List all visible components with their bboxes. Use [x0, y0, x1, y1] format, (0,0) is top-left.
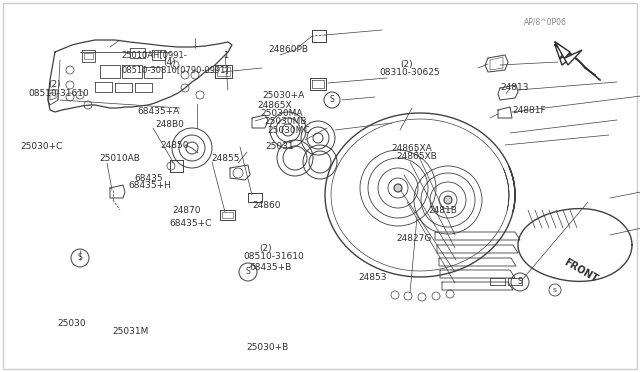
Text: 25030+A: 25030+A [262, 92, 305, 100]
Text: 24860: 24860 [253, 201, 282, 210]
Text: (2): (2) [259, 244, 272, 253]
Text: 24860PB: 24860PB [269, 45, 309, 54]
Text: (4): (4) [163, 58, 176, 67]
Text: 25031: 25031 [266, 142, 294, 151]
Text: (2): (2) [48, 80, 61, 89]
Text: 24813: 24813 [500, 83, 529, 92]
Text: S: S [553, 288, 557, 292]
Circle shape [394, 184, 402, 192]
Polygon shape [555, 42, 582, 65]
Text: S: S [246, 267, 250, 276]
Text: 1: 1 [223, 51, 228, 60]
Text: 08510-30810[0790-0991]: 08510-30810[0790-0991] [122, 65, 229, 74]
Text: 24850: 24850 [160, 141, 189, 150]
Text: 68435+B: 68435+B [250, 263, 292, 272]
Text: 24865XB: 24865XB [397, 152, 438, 161]
Text: 25031M: 25031M [112, 327, 148, 336]
Text: 25030+C: 25030+C [20, 142, 63, 151]
Circle shape [444, 196, 452, 204]
Text: 24865XA: 24865XA [392, 144, 433, 153]
Text: 2481B: 2481B [429, 206, 458, 215]
Text: S: S [330, 96, 334, 105]
Text: 25030: 25030 [58, 319, 86, 328]
Text: 25010AH[0991-: 25010AH[0991- [122, 51, 188, 60]
Text: 24881F: 24881F [512, 106, 546, 115]
Text: 24855: 24855 [211, 154, 240, 163]
Text: 24853: 24853 [358, 273, 387, 282]
Text: 24827G: 24827G [397, 234, 432, 243]
Text: 68435+C: 68435+C [170, 219, 212, 228]
Text: 08510-31610: 08510-31610 [243, 252, 304, 261]
Text: 25030MC: 25030MC [268, 126, 310, 135]
Text: 68435+H: 68435+H [128, 182, 171, 190]
Text: AP/8^0P06: AP/8^0P06 [524, 17, 566, 26]
Text: 25010AB: 25010AB [99, 154, 140, 163]
Text: S: S [77, 253, 83, 263]
Text: 08310-30625: 08310-30625 [379, 68, 440, 77]
Text: S: S [518, 278, 522, 286]
Text: 25030+B: 25030+B [246, 343, 289, 352]
Text: 68435: 68435 [134, 174, 163, 183]
Text: 25030MA: 25030MA [260, 109, 303, 118]
Text: 24870: 24870 [173, 206, 202, 215]
Text: (2): (2) [401, 60, 413, 69]
Text: FRONT: FRONT [562, 257, 599, 285]
Text: 24865X: 24865X [257, 101, 292, 110]
Polygon shape [555, 45, 575, 65]
Text: 248B0: 248B0 [156, 120, 184, 129]
Text: 68435+A: 68435+A [138, 107, 180, 116]
Text: 08510-31610: 08510-31610 [29, 89, 90, 97]
Text: 25030MB: 25030MB [264, 117, 307, 126]
